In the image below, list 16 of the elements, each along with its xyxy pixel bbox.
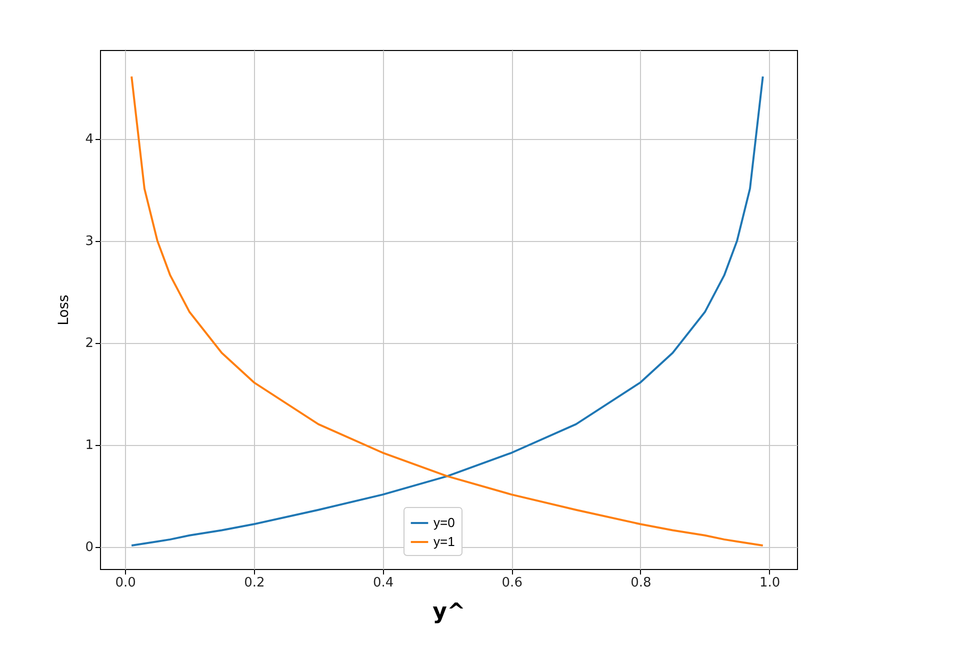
x-tick-label: 1.0 [759, 576, 780, 590]
y-tick-label: 3 [85, 234, 94, 250]
x-tick-label: 0.0 [115, 576, 136, 590]
y-axis-title: Loss [56, 294, 72, 326]
x-tick-label: 0.4 [372, 576, 394, 590]
y-tick-label: 0 [85, 540, 94, 556]
y-tick-label: 2 [85, 336, 94, 352]
line-series [130, 76, 764, 547]
y-tick-label: 1 [85, 438, 94, 454]
y-tick-label: 4 [85, 132, 94, 148]
x-tick-label: 0.2 [244, 576, 265, 590]
x-tick-label: 0.8 [630, 576, 652, 590]
x-tick-label: 0.6 [502, 576, 522, 590]
legend-label: y=0 [434, 515, 455, 530]
legend-label: y=1 [434, 534, 455, 549]
x-axis-title: y^ [432, 600, 466, 624]
